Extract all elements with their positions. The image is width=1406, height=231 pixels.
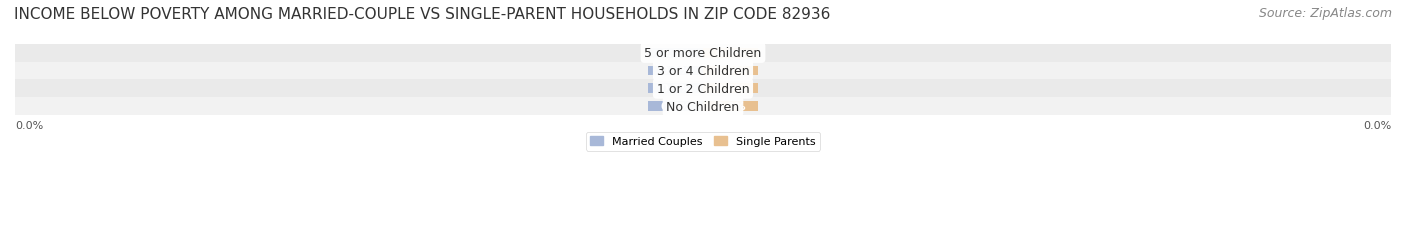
Bar [0, 98, 1406, 116]
Text: 0.0%: 0.0% [716, 102, 745, 112]
Bar [703, 84, 758, 94]
Text: 0.0%: 0.0% [15, 120, 44, 130]
Bar [0, 80, 1406, 98]
Text: 0.0%: 0.0% [661, 48, 690, 58]
Bar [648, 66, 703, 76]
Legend: Married Couples, Single Parents: Married Couples, Single Parents [586, 132, 820, 151]
Text: No Children: No Children [666, 100, 740, 113]
Text: 1 or 2 Children: 1 or 2 Children [657, 82, 749, 95]
Bar [648, 49, 703, 58]
Text: INCOME BELOW POVERTY AMONG MARRIED-COUPLE VS SINGLE-PARENT HOUSEHOLDS IN ZIP COD: INCOME BELOW POVERTY AMONG MARRIED-COUPL… [14, 7, 831, 22]
Bar [0, 62, 1406, 80]
Text: 0.0%: 0.0% [716, 84, 745, 94]
Text: 3 or 4 Children: 3 or 4 Children [657, 65, 749, 78]
Text: 0.0%: 0.0% [1362, 120, 1391, 130]
Text: 0.0%: 0.0% [716, 66, 745, 76]
Text: Source: ZipAtlas.com: Source: ZipAtlas.com [1258, 7, 1392, 20]
Text: 5 or more Children: 5 or more Children [644, 47, 762, 60]
Bar [703, 66, 758, 76]
Bar [648, 84, 703, 94]
Bar [0, 44, 1406, 62]
Text: 0.0%: 0.0% [661, 102, 690, 112]
Text: 0.0%: 0.0% [661, 84, 690, 94]
Bar [703, 49, 758, 58]
Bar [703, 102, 758, 112]
Bar [648, 102, 703, 112]
Text: 0.0%: 0.0% [716, 48, 745, 58]
Text: 0.0%: 0.0% [661, 66, 690, 76]
